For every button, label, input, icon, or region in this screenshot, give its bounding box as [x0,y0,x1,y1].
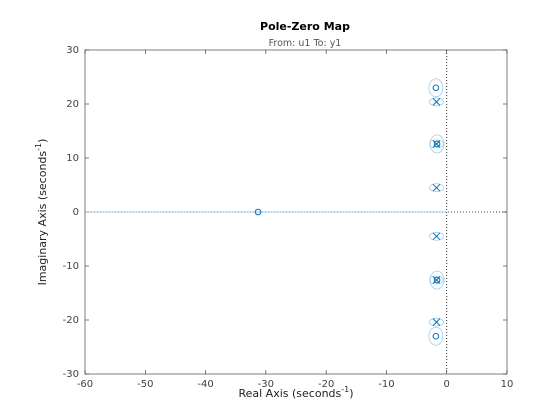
zero [433,140,441,148]
y-tick-label: 30 [66,45,79,56]
pole [432,97,441,106]
confidence-region [429,270,445,290]
x-label-sup: -1 [341,385,349,394]
y-label-sup: -1 [34,143,43,151]
y-label-text: Imaginary Axis (seconds [36,151,49,286]
x-tick-label: -30 [258,379,274,390]
confidence-region [429,97,444,107]
zero [432,84,440,92]
x-label-text: Real Axis (seconds [238,387,341,400]
x-tick-label: -50 [137,379,153,390]
x-tick-label: 0 [444,379,450,390]
x-label-tail: ) [349,387,353,400]
x-axis-label: Real Axis (seconds-1) [238,385,353,400]
confidence-region [429,317,444,327]
x-tick-label: 10 [501,379,514,390]
zero [432,332,440,340]
pole [432,232,441,241]
confidence-region [429,183,444,193]
x-tick-label: -10 [378,379,394,390]
zero [433,276,441,284]
confidence-region [429,231,444,241]
confidence-region [429,275,444,285]
y-tick-label: 20 [66,99,79,110]
confidence-region [428,78,444,98]
x-tick-label: -60 [77,379,93,390]
confidence-region [428,326,444,346]
y-tick-label: 0 [73,207,79,218]
chart-subtitle: From: u1 To: y1 [269,38,342,49]
confidence-region [429,134,445,154]
zero [254,208,262,216]
x-tick-label: -40 [197,379,213,390]
y-label-tail: ) [36,139,49,143]
x-tick-label: -20 [318,379,334,390]
chart-title: Pole-Zero Map [260,20,350,33]
y-tick-label: 10 [66,153,79,164]
y-axis-label: Imaginary Axis (seconds-1) [34,139,49,286]
pole [432,318,441,327]
confidence-region [429,139,444,149]
y-tick-label: -30 [63,369,79,380]
pole [432,183,441,192]
y-tick-label: -20 [63,315,79,326]
y-tick-label: -10 [63,261,79,272]
